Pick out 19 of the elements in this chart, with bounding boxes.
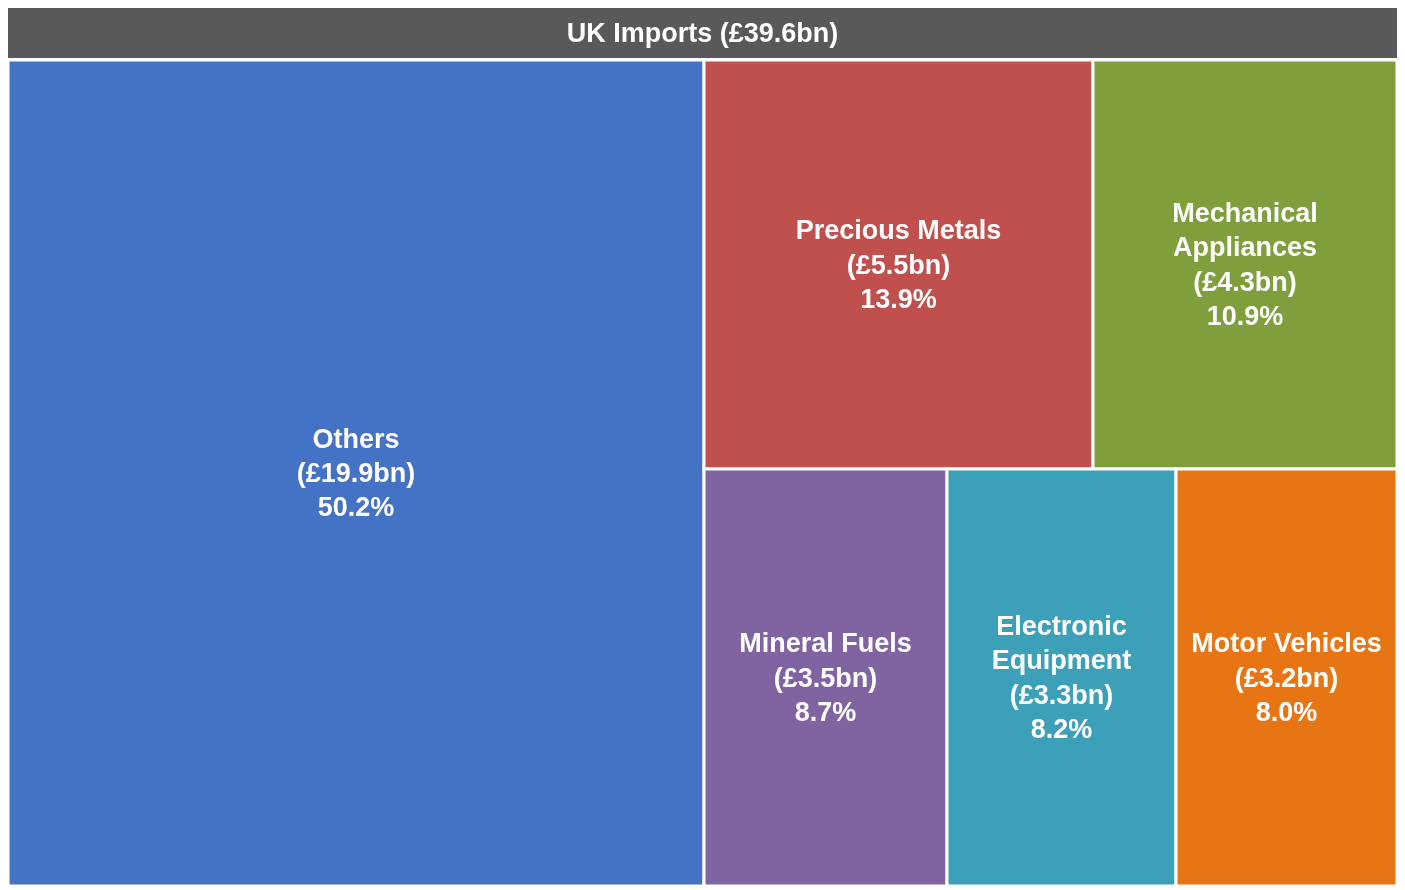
data-label: 13.9% <box>860 283 937 314</box>
category-label: Mineral Fuels <box>739 628 912 659</box>
data-label: 8.0% <box>1255 696 1318 727</box>
data-label: 10.9% <box>1206 300 1284 331</box>
data-label: 8.2% <box>1030 713 1093 744</box>
category-label: Electronic Equipment <box>991 611 1132 676</box>
data-label: (£3.2bn) <box>1234 662 1339 693</box>
data-label: (£5.5bn) <box>846 249 951 280</box>
data-label: (£3.3bn) <box>1009 679 1114 710</box>
category-label: Motor Vehicles <box>1191 628 1382 659</box>
category-label: Mechanical Appliances <box>1172 198 1318 263</box>
data-label: (£3.5bn) <box>773 662 878 693</box>
data-label: 8.7% <box>794 696 857 727</box>
category-label: Others <box>312 423 400 454</box>
category-label: Precious Metals <box>795 215 1002 246</box>
data-label: (£4.3bn) <box>1193 266 1297 297</box>
data-label: 50.2% <box>317 492 395 523</box>
text: UK Imports (£39.6bn) <box>8 8 1397 60</box>
data-label: (£19.9bn) <box>296 458 416 488</box>
